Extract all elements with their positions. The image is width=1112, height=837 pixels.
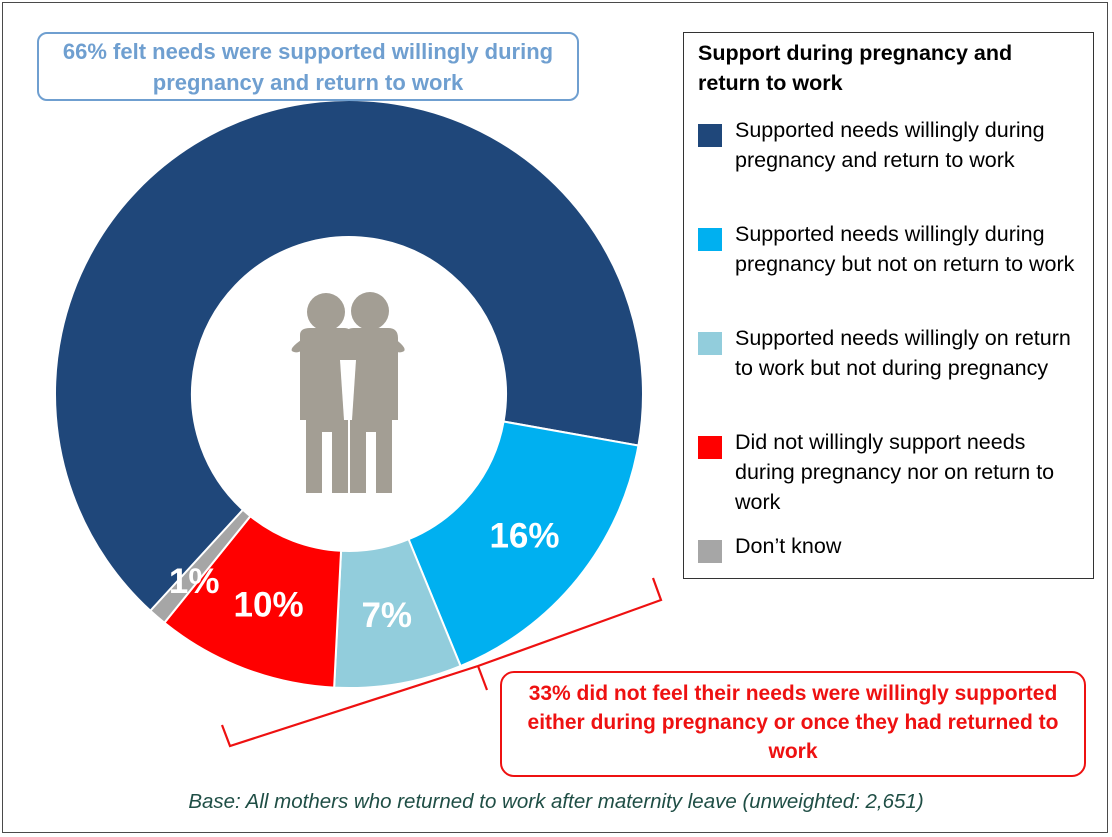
slice-value-label: 1% [169,562,220,601]
slice-value-label: 10% [234,586,304,625]
legend-swatch [698,436,722,459]
callout-supported-summary: 66% felt needs were supported willingly … [37,32,579,101]
donut-slice [148,508,252,625]
slice-value-label: 7% [361,596,412,635]
legend-swatch [698,228,722,251]
legend-swatch [698,540,722,563]
donut-slice [54,99,644,613]
callout-not-supported-summary: 33% did not feel their needs were willin… [500,671,1086,777]
slice-value-label: 16% [489,517,559,556]
legend-label: Supported needs willingly during pregnan… [735,118,1045,172]
legend-swatch [698,332,722,355]
legend-label: Did not willingly support needs during p… [735,430,1055,514]
legend-label: Don’t know [735,534,842,558]
donut-slices [54,99,644,689]
legend: Support during pregnancy and return to w… [683,32,1094,579]
legend-label: Supported needs willingly during pregnan… [735,222,1075,276]
base-note: Base: All mothers who returned to work a… [188,790,924,813]
legend-label: Supported needs willingly on return to w… [735,326,1071,380]
bracket-marker [220,577,663,748]
embracing-people-icon [291,292,405,493]
donut-slice [407,420,640,668]
legend-swatch [698,124,722,147]
legend-title: Support during pregnancy and return to w… [698,41,1013,95]
